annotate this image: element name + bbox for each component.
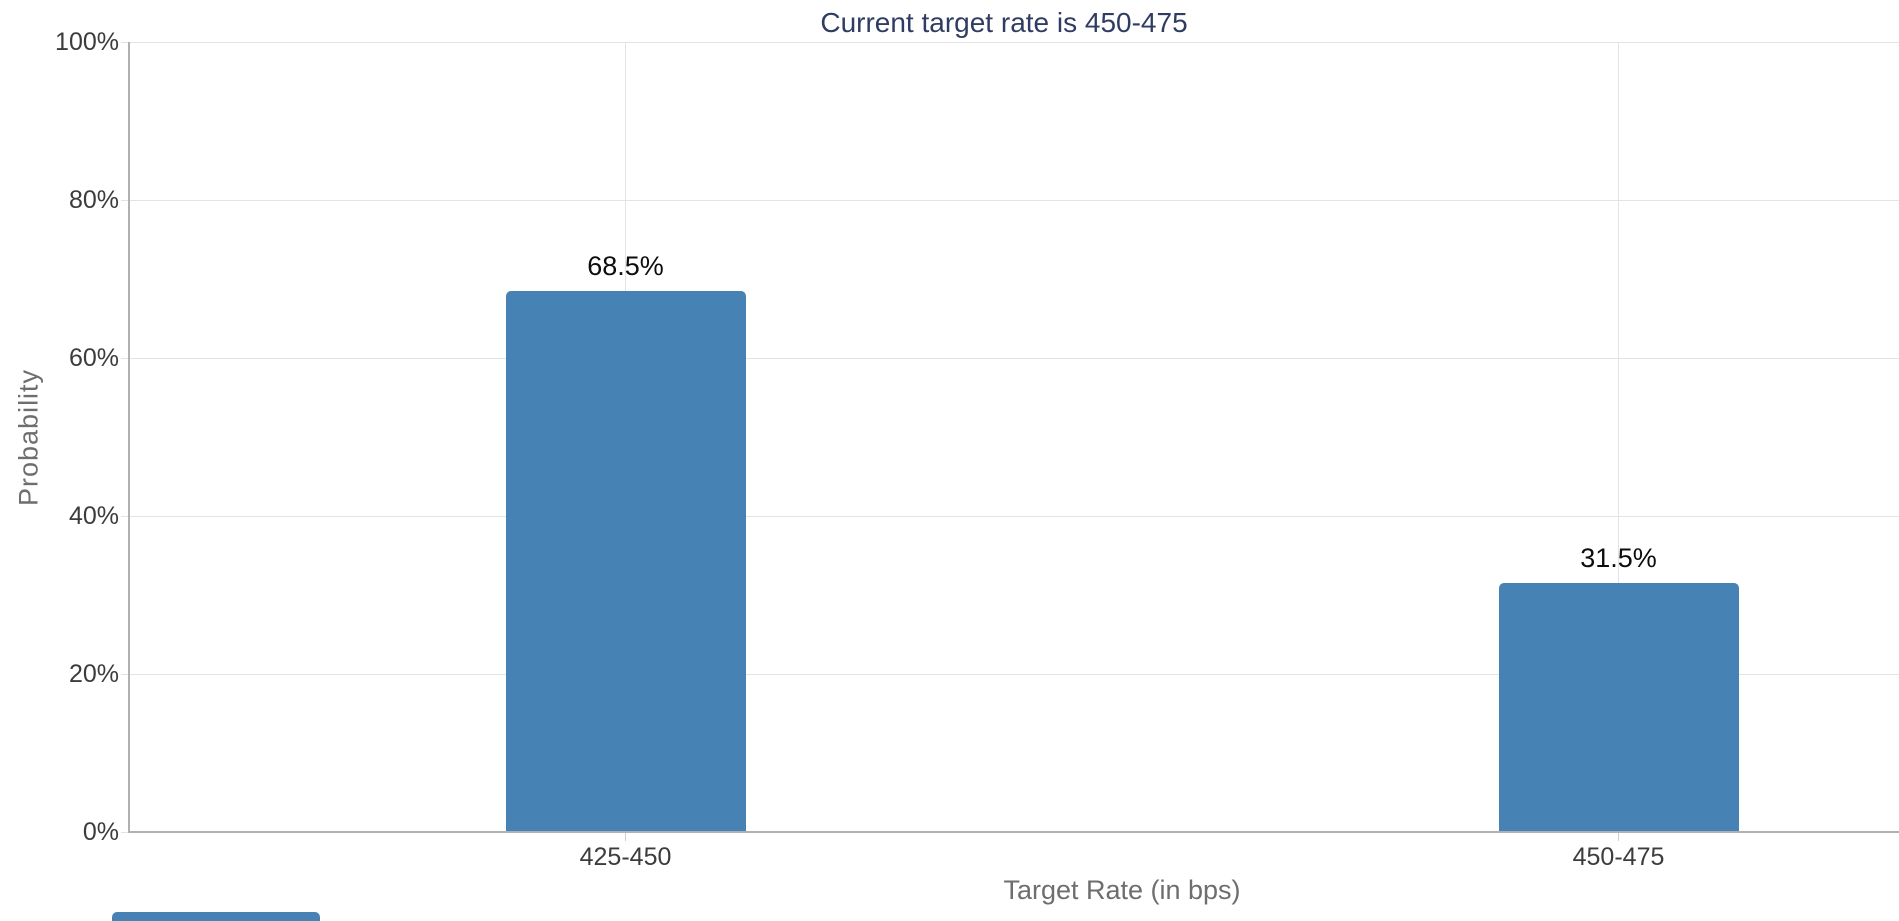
y-tick-label: 100%	[55, 28, 119, 56]
x-axis-title: Target Rate (in bps)	[1003, 875, 1241, 905]
x-tick-mark	[1618, 832, 1619, 841]
x-axis-spine	[129, 831, 1899, 833]
y-tick-label: 40%	[68, 502, 119, 530]
y-gridline	[129, 199, 1899, 201]
x-tick-label: 450-475	[1572, 843, 1665, 871]
bar	[505, 290, 746, 832]
x-gridline	[1618, 42, 1619, 832]
y-gridline	[129, 41, 1899, 43]
y-axis-title: Probability	[13, 368, 44, 506]
y-tick-mark	[121, 199, 129, 201]
y-tick-mark	[121, 831, 129, 833]
y-tick-label: 0%	[82, 818, 119, 846]
y-gridline	[129, 673, 1899, 675]
y-tick-mark	[121, 357, 129, 359]
y-tick-label: 60%	[68, 344, 119, 372]
y-gridline	[129, 357, 1899, 359]
chart-title: Current target rate is 450-475	[820, 7, 1188, 38]
y-tick-label: 80%	[68, 186, 119, 214]
clipped-bar-top	[112, 912, 320, 921]
y-axis-spine	[128, 42, 130, 833]
bar	[1498, 583, 1739, 832]
bar-value-label: 68.5%	[587, 250, 664, 281]
y-tick-label: 20%	[68, 660, 119, 688]
y-tick-mark	[121, 41, 129, 43]
y-tick-mark	[121, 515, 129, 517]
x-tick-mark	[625, 832, 626, 841]
x-tick-label: 425-450	[579, 843, 672, 871]
bar-value-label: 31.5%	[1580, 543, 1657, 574]
y-tick-mark	[121, 673, 129, 675]
y-gridline	[129, 515, 1899, 517]
